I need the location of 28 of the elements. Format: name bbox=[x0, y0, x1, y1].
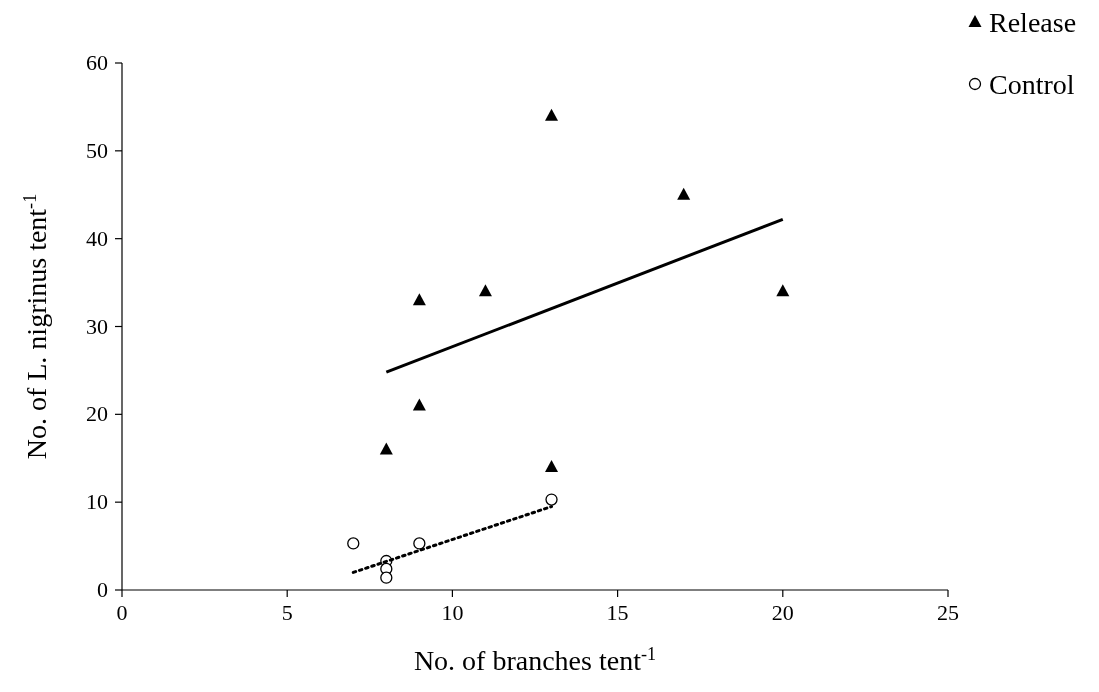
point bbox=[478, 284, 492, 297]
point bbox=[347, 537, 360, 550]
point bbox=[545, 493, 558, 506]
y-tick-label: 0 bbox=[97, 577, 108, 602]
y-tick-label: 50 bbox=[86, 137, 108, 163]
point bbox=[379, 442, 393, 455]
x-tick-label: 5 bbox=[281, 600, 293, 625]
x-tick-label: 15 bbox=[606, 600, 629, 625]
point bbox=[776, 284, 790, 297]
y-tick-label: 30 bbox=[86, 313, 108, 339]
y-tick-label: 60 bbox=[86, 50, 108, 75]
legend-label: Release bbox=[989, 7, 1077, 38]
point bbox=[545, 460, 559, 473]
x-tick-label: 20 bbox=[771, 600, 794, 625]
point bbox=[412, 293, 426, 306]
point bbox=[545, 108, 559, 121]
point bbox=[413, 537, 426, 550]
x-tick-label: 10 bbox=[441, 600, 464, 625]
point bbox=[380, 571, 393, 584]
x-tick-label: 0 bbox=[116, 600, 128, 625]
y-tick-label: 40 bbox=[86, 225, 108, 251]
point bbox=[412, 398, 426, 411]
x-tick-label: 25 bbox=[937, 600, 959, 625]
legend-label: Control bbox=[989, 69, 1075, 100]
x-axis-title: No. of branches tent$^{-1}$ bbox=[413, 644, 657, 676]
point bbox=[677, 187, 691, 200]
y-tick-label: 10 bbox=[86, 489, 108, 515]
y-tick-label: 20 bbox=[86, 401, 108, 427]
